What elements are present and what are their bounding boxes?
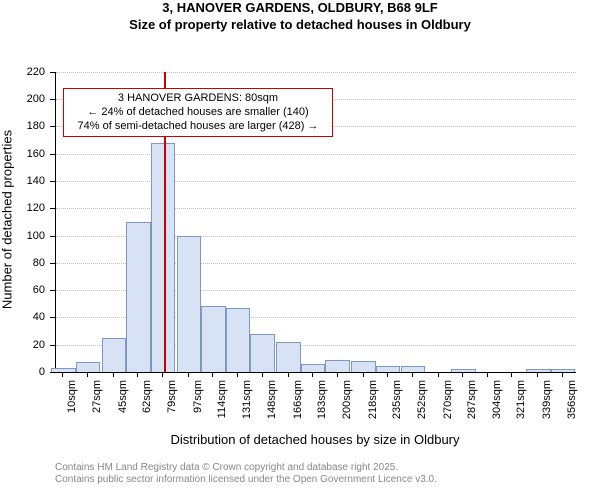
xtick-label: 235sqm — [391, 380, 403, 419]
xtick-label: 114sqm — [216, 380, 228, 418]
xtick-label: 62sqm — [141, 380, 153, 413]
xtick-label: 131sqm — [241, 380, 253, 419]
ytick-label: 200 — [15, 93, 45, 105]
xtick-mark — [487, 372, 488, 377]
xtick-label: 304sqm — [491, 380, 503, 419]
xtick-label: 356sqm — [566, 380, 578, 419]
gridline — [56, 181, 576, 182]
histogram-bar — [301, 364, 326, 372]
xtick-mark — [462, 372, 463, 377]
histogram-bar — [325, 360, 350, 372]
histogram-bar — [126, 222, 151, 372]
xtick-label: 10sqm — [66, 380, 78, 413]
histogram-bar — [351, 361, 376, 372]
ytick-mark — [50, 345, 55, 346]
xtick-mark — [337, 372, 338, 377]
xtick-label: 27sqm — [91, 380, 103, 413]
chart-area: Number of detached properties Distributi… — [0, 32, 600, 462]
xtick-label: 252sqm — [416, 380, 428, 419]
histogram-bar — [177, 236, 202, 372]
ytick-label: 160 — [15, 148, 45, 160]
xtick-mark — [412, 372, 413, 377]
ytick-label: 60 — [15, 284, 45, 296]
xtick-mark — [511, 372, 512, 377]
xtick-mark — [62, 372, 63, 377]
xtick-label: 218sqm — [367, 380, 379, 419]
xtick-mark — [562, 372, 563, 377]
xtick-mark — [188, 372, 189, 377]
histogram-bar — [151, 143, 176, 372]
gridline — [56, 208, 576, 209]
ytick-label: 80 — [15, 257, 45, 269]
footer-line-2: Contains public sector information licen… — [0, 474, 600, 486]
xtick-mark — [113, 372, 114, 377]
xtick-label: 321sqm — [515, 380, 527, 419]
xtick-mark — [87, 372, 88, 377]
gridline — [56, 72, 576, 73]
xtick-label: 287sqm — [466, 380, 478, 419]
histogram-bar — [76, 362, 101, 372]
ytick-mark — [50, 181, 55, 182]
ytick-label: 220 — [15, 66, 45, 78]
ytick-mark — [50, 99, 55, 100]
xtick-label: 183sqm — [316, 380, 328, 419]
ytick-mark — [50, 208, 55, 209]
page-subtitle: Size of property relative to detached ho… — [0, 17, 600, 32]
xtick-label: 339sqm — [541, 380, 553, 419]
xtick-label: 270sqm — [442, 380, 454, 419]
xtick-mark — [137, 372, 138, 377]
xtick-label: 200sqm — [341, 380, 353, 419]
ytick-label: 180 — [15, 120, 45, 132]
annotation-box: 3 HANOVER GARDENS: 80sqm← 24% of detache… — [63, 88, 333, 137]
xtick-mark — [262, 372, 263, 377]
xtick-label: 45sqm — [117, 380, 129, 413]
ytick-label: 120 — [15, 202, 45, 214]
ytick-mark — [50, 154, 55, 155]
xtick-label: 166sqm — [292, 380, 304, 419]
histogram-bar — [276, 342, 301, 372]
ytick-mark — [50, 372, 55, 373]
footer-line-1: Contains HM Land Registry data © Crown c… — [0, 462, 600, 474]
ytick-mark — [50, 290, 55, 291]
ytick-mark — [50, 236, 55, 237]
xtick-mark — [162, 372, 163, 377]
ytick-label: 140 — [15, 175, 45, 187]
histogram-bar — [250, 334, 275, 372]
annotation-line: 74% of semi-detached houses are larger (… — [68, 119, 328, 133]
annotation-line: 3 HANOVER GARDENS: 80sqm — [68, 91, 328, 105]
xtick-mark — [212, 372, 213, 377]
xtick-mark — [438, 372, 439, 377]
ytick-mark — [50, 317, 55, 318]
histogram-bar — [226, 308, 251, 372]
xtick-label: 97sqm — [192, 380, 204, 413]
histogram-bar — [401, 366, 426, 371]
xtick-mark — [237, 372, 238, 377]
y-axis-label: Number of detached properties — [0, 69, 15, 369]
xtick-label: 148sqm — [266, 380, 278, 419]
histogram-bar — [201, 306, 226, 371]
xtick-label: 79sqm — [166, 380, 178, 413]
xtick-mark — [288, 372, 289, 377]
page-title: 3, HANOVER GARDENS, OLDBURY, B68 9LF — [0, 0, 600, 17]
ytick-mark — [50, 126, 55, 127]
ytick-label: 20 — [15, 339, 45, 351]
annotation-line: ← 24% of detached houses are smaller (14… — [68, 105, 328, 119]
xtick-mark — [537, 372, 538, 377]
ytick-label: 40 — [15, 311, 45, 323]
xtick-mark — [312, 372, 313, 377]
gridline — [56, 154, 576, 155]
ytick-mark — [50, 263, 55, 264]
ytick-label: 0 — [15, 366, 45, 378]
ytick-mark — [50, 72, 55, 73]
histogram-bar — [102, 338, 127, 372]
x-axis-label: Distribution of detached houses by size … — [55, 432, 575, 447]
xtick-mark — [363, 372, 364, 377]
xtick-mark — [387, 372, 388, 377]
ytick-label: 100 — [15, 230, 45, 242]
